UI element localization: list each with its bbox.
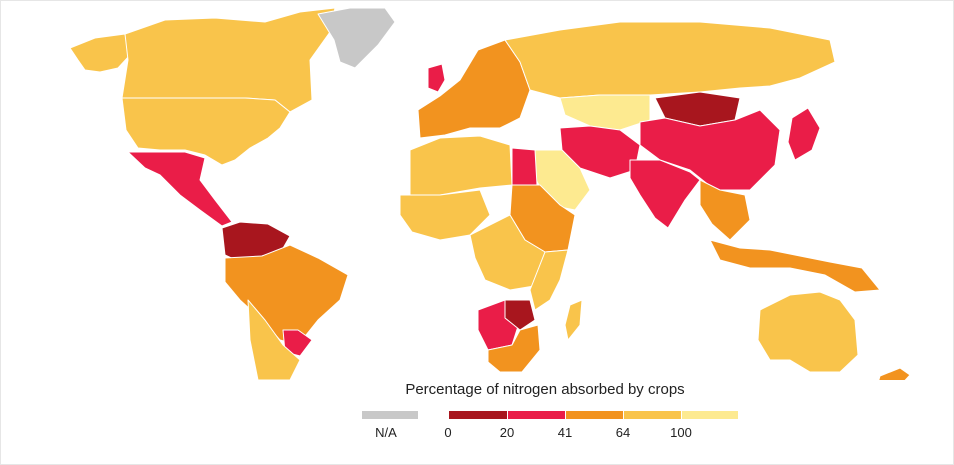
region-india bbox=[629, 159, 701, 229]
region-madagascar bbox=[564, 299, 583, 341]
legend-title: Percentage of nitrogen absorbed by crops bbox=[405, 381, 685, 398]
region-uk-ireland bbox=[427, 63, 446, 93]
legend-tick-label: 64 bbox=[615, 425, 631, 440]
region-kazakhstan bbox=[559, 94, 651, 131]
region-alaska bbox=[69, 33, 131, 73]
legend-bin-100-plus bbox=[681, 411, 738, 419]
legend-tick-label: 0 bbox=[444, 425, 452, 440]
region-zimbabwe bbox=[504, 299, 536, 331]
legend-tick-label: 100 bbox=[670, 425, 692, 440]
legend-tick-label: 20 bbox=[499, 425, 515, 440]
legend-tick bbox=[448, 411, 449, 419]
legend-tick bbox=[507, 411, 508, 419]
legend-bin-0-20 bbox=[448, 411, 507, 419]
legend-tick bbox=[623, 411, 624, 419]
region-indonesia bbox=[709, 239, 881, 293]
region-south-africa bbox=[487, 324, 541, 373]
legend-tick-label: 41 bbox=[557, 425, 573, 440]
legend-na-label: N/A bbox=[375, 425, 397, 440]
region-australia bbox=[757, 291, 859, 373]
legend-tick bbox=[565, 411, 566, 419]
region-chile-southern-cone bbox=[247, 299, 301, 380]
legend-bin-64-100 bbox=[623, 411, 681, 419]
region-japan-korea bbox=[787, 107, 821, 161]
region-russia bbox=[504, 21, 836, 99]
region-usa bbox=[121, 97, 291, 166]
legend-na-swatch bbox=[362, 411, 418, 419]
region-new-zealand bbox=[878, 367, 911, 380]
region-north-africa bbox=[409, 135, 513, 196]
legend-tick bbox=[681, 411, 682, 419]
region-southeast-asia bbox=[699, 179, 751, 241]
region-canada bbox=[121, 7, 336, 113]
region-greenland bbox=[317, 7, 396, 69]
region-brazil-peru bbox=[224, 244, 349, 346]
legend-bin-20-41 bbox=[507, 411, 565, 419]
region-east-africa bbox=[529, 249, 569, 311]
region-mexico-central-america bbox=[127, 151, 233, 227]
region-egypt bbox=[511, 147, 538, 186]
world-choropleth-map bbox=[69, 7, 911, 380]
legend-bin-41-64 bbox=[565, 411, 623, 419]
